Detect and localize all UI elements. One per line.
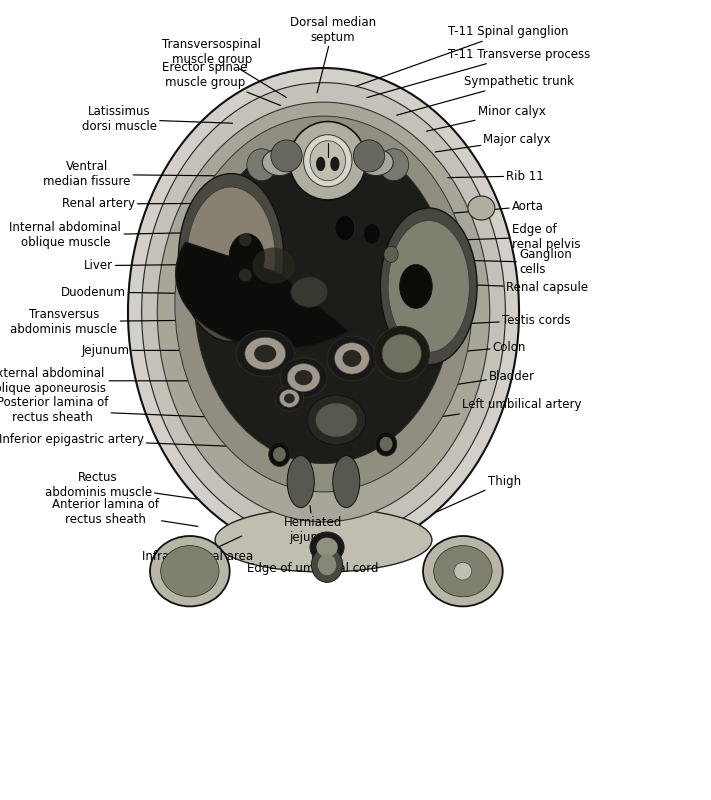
- Ellipse shape: [353, 140, 385, 172]
- Text: Internal abdominal
oblique muscle: Internal abdominal oblique muscle: [9, 222, 229, 250]
- Ellipse shape: [215, 508, 432, 572]
- Text: Rib 11: Rib 11: [448, 170, 544, 182]
- Text: Jejunum: Jejunum: [81, 344, 247, 357]
- Ellipse shape: [310, 532, 344, 562]
- Text: Sympathetic trunk: Sympathetic trunk: [397, 75, 574, 115]
- Ellipse shape: [239, 234, 252, 246]
- Ellipse shape: [307, 395, 365, 445]
- Ellipse shape: [294, 370, 313, 386]
- Text: Colon: Colon: [402, 341, 526, 357]
- Text: Erector spinae
muscle group: Erector spinae muscle group: [162, 61, 281, 106]
- Ellipse shape: [287, 455, 314, 507]
- Circle shape: [269, 442, 290, 466]
- Ellipse shape: [330, 157, 340, 171]
- Ellipse shape: [178, 174, 284, 342]
- Ellipse shape: [383, 334, 421, 373]
- Ellipse shape: [388, 221, 469, 352]
- Ellipse shape: [275, 386, 304, 411]
- Circle shape: [375, 432, 397, 456]
- Ellipse shape: [284, 394, 295, 403]
- Ellipse shape: [289, 122, 366, 200]
- Ellipse shape: [374, 326, 429, 381]
- Circle shape: [318, 554, 336, 575]
- Polygon shape: [176, 242, 348, 348]
- Text: Infraumbilical area: Infraumbilical area: [142, 536, 253, 563]
- Ellipse shape: [279, 390, 299, 407]
- Ellipse shape: [359, 149, 393, 175]
- Ellipse shape: [380, 208, 477, 365]
- Ellipse shape: [175, 116, 472, 492]
- Ellipse shape: [468, 196, 495, 220]
- Circle shape: [380, 437, 392, 451]
- Ellipse shape: [229, 234, 264, 282]
- Circle shape: [384, 246, 398, 262]
- Text: Herniated
jejunum: Herniated jejunum: [284, 506, 342, 544]
- Text: Liver: Liver: [84, 259, 247, 272]
- Ellipse shape: [454, 562, 472, 580]
- Text: Ventral
median fissure: Ventral median fissure: [43, 160, 235, 188]
- Ellipse shape: [287, 363, 320, 391]
- Text: Edge of
renal pelvis: Edge of renal pelvis: [415, 223, 580, 251]
- Text: External abdominal
oblique aponeurosis: External abdominal oblique aponeurosis: [0, 366, 213, 394]
- Ellipse shape: [335, 215, 355, 241]
- Ellipse shape: [316, 403, 357, 437]
- Text: Ganglion
cells: Ganglion cells: [419, 248, 572, 276]
- Ellipse shape: [343, 350, 361, 367]
- Ellipse shape: [334, 342, 370, 374]
- Ellipse shape: [157, 102, 490, 522]
- Text: Testis cords: Testis cords: [414, 314, 570, 326]
- Text: Anterior lamina of
rectus sheath: Anterior lamina of rectus sheath: [52, 498, 198, 526]
- Text: Dorsal median
septum: Dorsal median septum: [289, 15, 376, 93]
- Ellipse shape: [379, 149, 409, 181]
- Ellipse shape: [316, 157, 326, 171]
- Ellipse shape: [187, 187, 275, 328]
- Text: T-11 Transverse process: T-11 Transverse process: [367, 48, 590, 98]
- Text: Bladder: Bladder: [365, 370, 535, 398]
- Text: Posterior lamina of
rectus sheath: Posterior lamina of rectus sheath: [0, 397, 225, 424]
- Ellipse shape: [327, 336, 377, 381]
- Ellipse shape: [161, 546, 219, 597]
- Text: Transversus
abdominis muscle: Transversus abdominis muscle: [11, 308, 225, 336]
- Text: Renal artery: Renal artery: [62, 198, 245, 210]
- Ellipse shape: [333, 455, 360, 507]
- Ellipse shape: [236, 330, 294, 377]
- Text: Renal capsule: Renal capsule: [435, 282, 589, 294]
- Text: Latissimus
dorsi muscle: Latissimus dorsi muscle: [82, 106, 232, 134]
- Ellipse shape: [423, 536, 503, 606]
- Ellipse shape: [310, 141, 346, 181]
- Ellipse shape: [141, 82, 506, 542]
- Ellipse shape: [400, 264, 432, 309]
- Ellipse shape: [262, 149, 296, 175]
- Text: Duodenum: Duodenum: [61, 286, 249, 298]
- Text: Transversospinal
muscle group: Transversospinal muscle group: [162, 38, 287, 98]
- Ellipse shape: [304, 134, 352, 186]
- Ellipse shape: [194, 137, 453, 463]
- Ellipse shape: [291, 277, 328, 307]
- Ellipse shape: [280, 358, 327, 398]
- Text: Major calyx: Major calyx: [435, 134, 551, 152]
- Ellipse shape: [252, 248, 295, 284]
- Ellipse shape: [434, 546, 492, 597]
- Ellipse shape: [247, 149, 277, 181]
- Text: Edge of umbilical cord: Edge of umbilical cord: [247, 541, 378, 575]
- Text: Inferior epigastric artery: Inferior epigastric artery: [0, 434, 235, 446]
- Text: Aorta: Aorta: [350, 200, 544, 222]
- Ellipse shape: [150, 536, 230, 606]
- Ellipse shape: [363, 223, 380, 244]
- Text: Thigh: Thigh: [437, 475, 521, 512]
- Ellipse shape: [128, 68, 519, 556]
- Circle shape: [273, 447, 286, 462]
- Text: T-11 Spinal ganglion: T-11 Spinal ganglion: [356, 26, 568, 86]
- Text: Rectus
abdominis muscle: Rectus abdominis muscle: [45, 470, 198, 499]
- Text: Left umbilical artery: Left umbilical artery: [370, 398, 582, 427]
- Circle shape: [311, 547, 343, 582]
- Ellipse shape: [239, 269, 252, 282]
- Ellipse shape: [245, 338, 286, 370]
- Ellipse shape: [254, 345, 277, 362]
- Ellipse shape: [271, 140, 302, 172]
- Text: Minor calyx: Minor calyx: [427, 106, 545, 131]
- Ellipse shape: [316, 538, 338, 557]
